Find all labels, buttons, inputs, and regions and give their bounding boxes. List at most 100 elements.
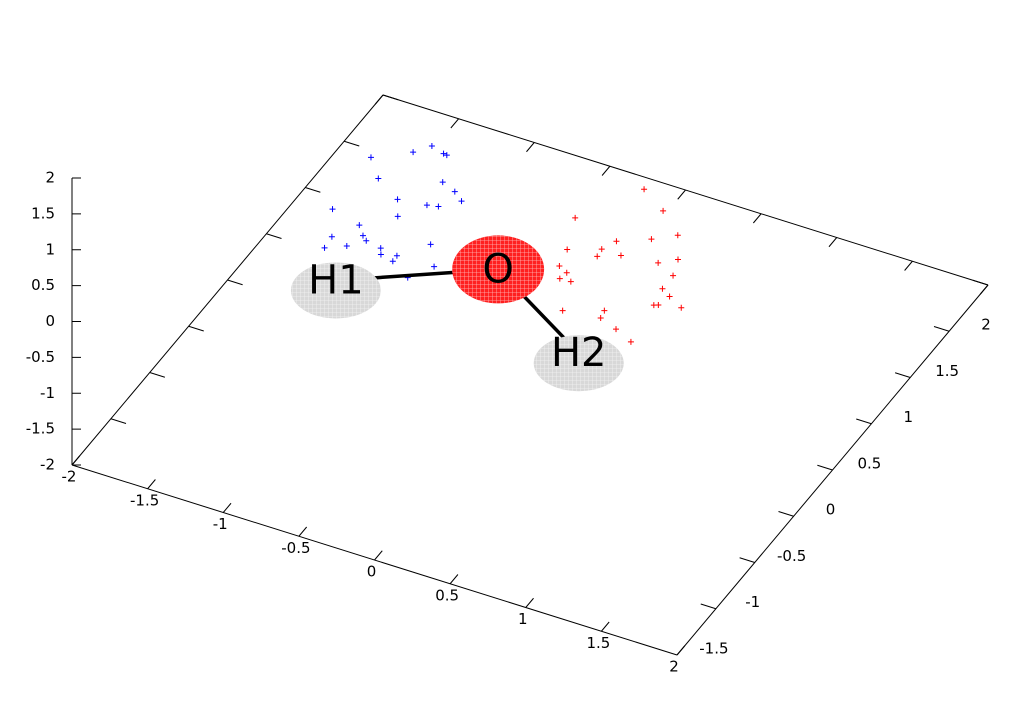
x-tick — [374, 94, 384, 105]
point — [627, 338, 634, 345]
z-tick-label: 0 — [45, 312, 55, 330]
point — [363, 237, 370, 244]
x-tick — [752, 213, 762, 224]
point — [443, 152, 450, 159]
point — [617, 252, 624, 259]
point — [393, 252, 400, 259]
point — [678, 304, 685, 311]
x-tick — [222, 502, 232, 513]
point — [377, 245, 384, 252]
point — [321, 244, 328, 251]
x-tick — [147, 479, 156, 490]
point — [674, 232, 681, 239]
z-tick-label: -2 — [40, 456, 55, 474]
point — [567, 278, 574, 285]
point — [597, 315, 604, 321]
point — [660, 207, 667, 214]
y-tick — [933, 326, 950, 332]
point — [389, 258, 396, 265]
x-tick-label: -1 — [213, 515, 228, 533]
point — [598, 246, 605, 253]
atom-label: H1 — [308, 257, 364, 303]
point — [377, 251, 384, 258]
point — [601, 307, 608, 314]
x-tick — [71, 455, 81, 466]
x-tick-label: -1.5 — [130, 491, 159, 509]
point — [423, 202, 430, 209]
point — [356, 222, 363, 229]
x-tick — [979, 284, 989, 295]
point — [431, 263, 438, 270]
point — [439, 179, 446, 186]
x-tick-label: -0.5 — [281, 539, 310, 557]
x-tick — [374, 550, 383, 561]
point — [440, 150, 447, 157]
point — [427, 241, 434, 248]
point — [675, 256, 681, 263]
point — [613, 238, 620, 245]
point — [559, 307, 566, 314]
point — [343, 242, 350, 249]
z-tick-label: -1 — [40, 384, 55, 402]
y-tick — [343, 140, 360, 147]
atom-label: O — [482, 246, 513, 292]
point — [572, 214, 579, 221]
x-tick-label: 2 — [669, 658, 679, 676]
point — [650, 302, 657, 309]
point — [563, 269, 570, 276]
y-tick-label: 1.5 — [935, 362, 959, 380]
point — [428, 142, 435, 149]
point — [655, 259, 662, 266]
y-tick — [188, 325, 204, 332]
point — [451, 188, 458, 195]
y-tick — [700, 603, 717, 610]
x-tick — [525, 597, 534, 608]
y-tick-label: 2 — [981, 316, 991, 334]
point — [564, 246, 571, 253]
z-tick-label: 1.5 — [31, 204, 55, 222]
point — [556, 262, 563, 269]
point — [328, 233, 335, 240]
point — [329, 206, 336, 213]
x-tick — [676, 645, 686, 656]
point — [394, 213, 401, 220]
point — [410, 149, 417, 156]
point — [435, 203, 442, 210]
y-tick — [305, 187, 321, 193]
x-tick — [449, 574, 459, 585]
y-tick — [817, 464, 833, 471]
point — [594, 253, 601, 260]
point — [359, 232, 366, 239]
y-tick — [266, 233, 282, 239]
point — [659, 285, 666, 292]
z-tick-label: -1.5 — [26, 420, 55, 438]
y-tick-label: 0 — [826, 501, 836, 519]
y-tick — [778, 511, 794, 517]
x-tick — [526, 142, 535, 153]
y-tick-label: 1 — [903, 408, 913, 426]
atom-mesh — [533, 335, 624, 392]
point — [556, 275, 563, 282]
z-tick-label: 0.5 — [31, 276, 55, 294]
x-tick-label: 1.5 — [586, 634, 610, 652]
x-tick — [828, 237, 838, 248]
y-tick-label: -1.5 — [699, 639, 728, 657]
point — [641, 186, 648, 193]
x-tick-label: -2 — [62, 468, 77, 486]
point — [394, 196, 401, 203]
x-tick — [298, 526, 308, 537]
x-tick-label: 0 — [367, 563, 377, 581]
point — [670, 272, 677, 279]
point — [375, 175, 382, 182]
z-tick-label: 2 — [45, 169, 55, 187]
x-tick — [904, 260, 913, 271]
x-tick — [601, 165, 611, 176]
atom-mesh — [290, 262, 381, 319]
y-tick-label: -1 — [745, 593, 760, 611]
axis-box — [71, 94, 989, 656]
point — [648, 236, 655, 243]
y-tick — [739, 557, 755, 563]
x-tick — [600, 621, 610, 632]
